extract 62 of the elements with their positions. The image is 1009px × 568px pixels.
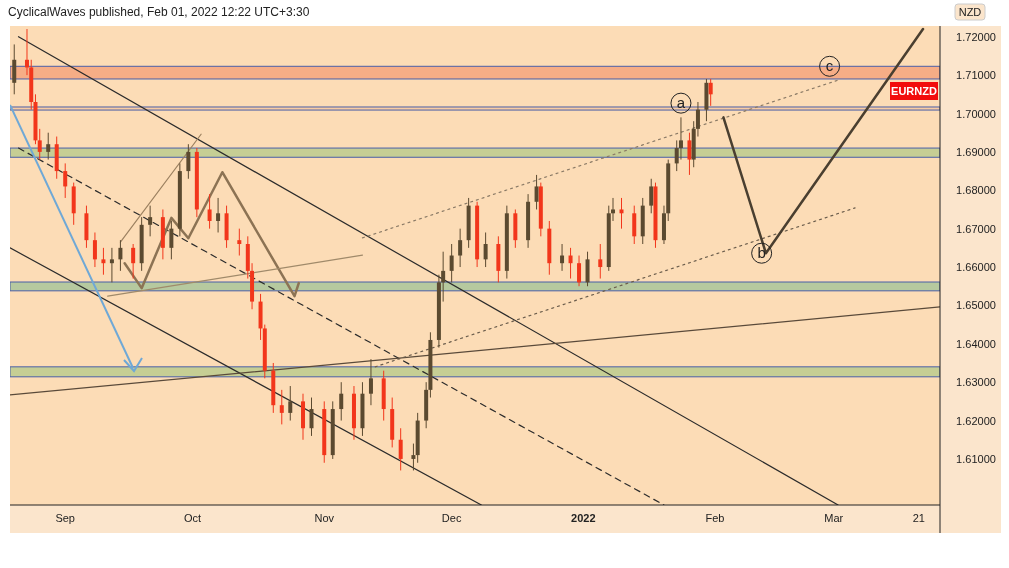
candlestick (339, 381, 344, 422)
candlestick (37, 128, 42, 161)
candlestick (568, 247, 573, 280)
annotation: EURNZD (891, 85, 937, 97)
candlestick (118, 239, 123, 272)
candlestick (237, 228, 242, 257)
candlestick (598, 243, 603, 280)
candlestick (131, 243, 136, 280)
candlestick (216, 197, 221, 233)
annotation: a (676, 94, 686, 112)
candlestick (92, 231, 97, 268)
candlestick (619, 197, 624, 230)
y-tick-label: 1.72000 (956, 30, 996, 43)
candlestick (577, 255, 582, 287)
x-tick-label: 2022 (571, 512, 596, 524)
y-tick-label: 1.65000 (956, 299, 996, 312)
x-tick-label: Feb (705, 512, 725, 524)
candlestick (649, 178, 654, 214)
candlestick (483, 231, 488, 268)
y-tick-label: 1.63000 (956, 376, 996, 389)
candlestick (560, 243, 565, 272)
candlestick (207, 193, 212, 230)
candlestick (46, 132, 51, 161)
line-series (123, 170, 301, 298)
candlestick (678, 116, 683, 161)
y-tick-label: 1.70000 (956, 107, 996, 120)
x-tick-label: 21 (912, 512, 925, 524)
y-tick-label: 1.69000 (956, 145, 996, 158)
candlestick (411, 443, 416, 471)
y-tick-label: 1.61000 (956, 452, 996, 465)
candlestick (169, 220, 174, 260)
candlestick (398, 427, 403, 471)
candlestick (534, 174, 539, 210)
y-tick-label: 1.68000 (956, 184, 996, 197)
y-axis-title: NZD (958, 6, 982, 18)
candlestick (309, 397, 314, 437)
chart-title: CyclicalWaves published, Feb 01, 2022 12:22 UTC+3:30 (8, 5, 310, 19)
candlestick (12, 43, 17, 95)
annotation: b (757, 244, 766, 262)
candlestick (148, 205, 153, 237)
candlestick (585, 251, 590, 287)
y-tick-label: 1.67000 (956, 222, 996, 235)
x-tick-label: Nov (314, 512, 335, 524)
candlestick (449, 243, 454, 283)
x-tick-label: Oct (184, 512, 202, 524)
candlestick (186, 143, 191, 180)
candlestick (687, 132, 692, 176)
x-tick-label: Mar (824, 512, 844, 524)
candlestick (63, 162, 68, 199)
y-tick-label: 1.71000 (956, 69, 996, 82)
x-tick-label: Sep (55, 512, 75, 524)
candlestick (101, 247, 106, 276)
candlestick (458, 228, 463, 268)
candlestick (288, 385, 293, 422)
candlestick (708, 78, 713, 107)
candlestick (109, 247, 114, 283)
x-tick-label: Dec (441, 512, 462, 524)
candlestick (279, 389, 284, 425)
y-tick-label: 1.62000 (956, 414, 996, 427)
y-tick-label: 1.66000 (956, 261, 996, 274)
candlestick (632, 205, 637, 245)
y-tick-label: 1.64000 (956, 337, 996, 350)
